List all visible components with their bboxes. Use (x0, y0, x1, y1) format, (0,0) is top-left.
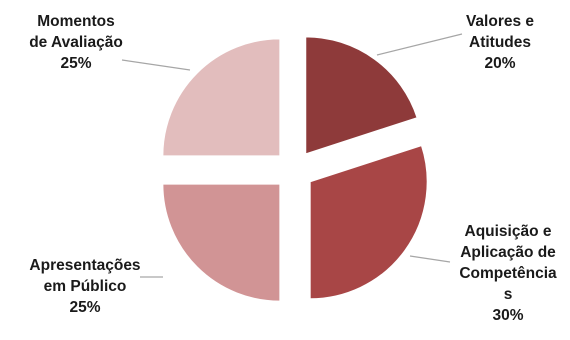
pie-slice (305, 36, 418, 155)
slice-percent-label: 30% (492, 307, 523, 324)
leader-line (376, 33, 463, 56)
pie-slice (162, 38, 281, 157)
leader-line (121, 59, 191, 71)
slice-percent-label: 25% (60, 55, 91, 72)
pie-slice (309, 144, 428, 300)
slice-category-label: em Público (44, 278, 127, 295)
slice-category-label: de Avaliação (29, 34, 123, 51)
slice-category-label: Atitudes (469, 34, 531, 51)
slice-category-label: Aquisição e (465, 223, 552, 240)
slice-percent-label: 25% (69, 299, 100, 316)
slice-category-label: Momentos (37, 13, 115, 30)
slice-category-label: Valores e (466, 13, 534, 30)
leader-line (409, 255, 451, 263)
slice-percent-label: 20% (484, 55, 515, 72)
slice-category-label: Competência (459, 265, 557, 282)
slice-category-label: Aplicação de (460, 244, 556, 261)
pie-slice (162, 183, 281, 302)
slice-category-label: s (504, 286, 513, 303)
slice-category-label: Apresentações (29, 257, 140, 274)
